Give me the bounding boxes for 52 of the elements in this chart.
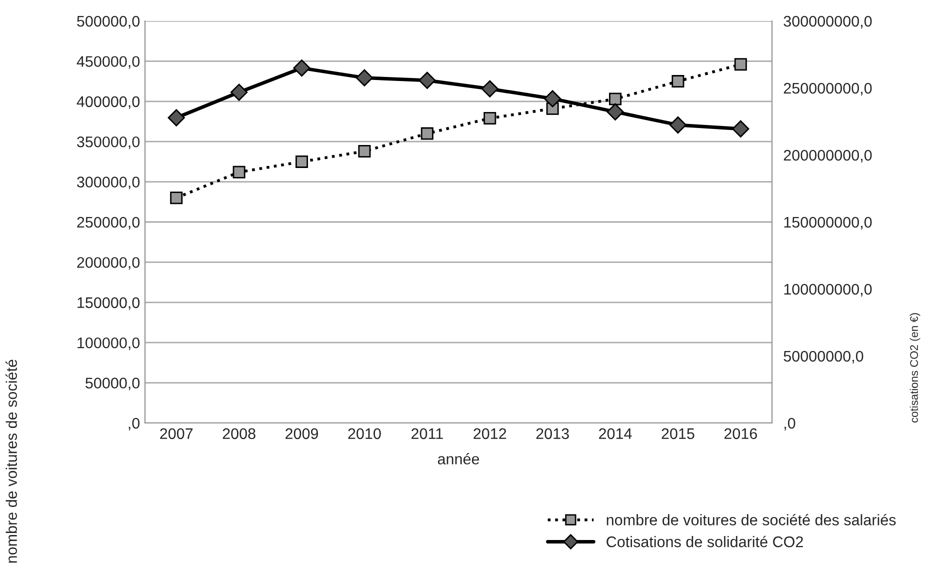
legend-label: nombre de voitures de société des salariés bbox=[606, 514, 896, 526]
point bbox=[609, 92, 622, 106]
point bbox=[669, 116, 686, 134]
y2-tick-label: 100000000,0 bbox=[784, 284, 872, 296]
x-tick-label: 2007 bbox=[160, 428, 193, 440]
x-tick-label: 2010 bbox=[348, 428, 381, 440]
y-tick-label: 200000,0 bbox=[77, 257, 140, 270]
y2-tick-label: 200000000,0 bbox=[784, 150, 872, 162]
point bbox=[296, 155, 308, 168]
x-tick-label: 2008 bbox=[222, 428, 256, 440]
y-tick-label: 100000,0 bbox=[78, 337, 140, 350]
y-tick-label: 150000,0 bbox=[78, 297, 140, 310]
x-tick-label: 2015 bbox=[662, 428, 694, 440]
point bbox=[484, 112, 496, 125]
point bbox=[734, 58, 747, 71]
y2-tick-label: 300000000,0 bbox=[784, 16, 872, 28]
y2-axis-title: cotisations CO2 (en €) bbox=[910, 313, 920, 423]
point bbox=[481, 80, 498, 98]
x-tick-label: 2014 bbox=[599, 428, 632, 440]
point bbox=[293, 59, 310, 77]
x-tick-label: 2013 bbox=[536, 428, 569, 440]
y-tick-label: 400000,0 bbox=[76, 96, 140, 109]
point bbox=[168, 109, 185, 126]
point bbox=[232, 166, 246, 178]
x-tick-label: 2016 bbox=[724, 428, 757, 440]
y2-tick-label: 150000000,0 bbox=[784, 216, 872, 230]
y-axis-title: nombre de voitures de société bbox=[6, 360, 17, 563]
point bbox=[544, 90, 562, 108]
y-tick-label: 450000,0 bbox=[76, 56, 140, 69]
y2-tick-label: ,0 bbox=[784, 418, 796, 430]
y-tick-label: ,0 bbox=[128, 418, 140, 430]
point bbox=[732, 120, 750, 138]
y-tick-label: 50000,0 bbox=[86, 378, 140, 390]
x-tick-label: 2012 bbox=[474, 428, 506, 440]
y-tick-label: 350000,0 bbox=[77, 136, 140, 150]
point bbox=[170, 192, 183, 204]
y-tick-label: 250000,0 bbox=[77, 216, 140, 230]
point bbox=[356, 69, 373, 86]
point bbox=[358, 145, 371, 158]
point bbox=[230, 84, 248, 101]
legend-label: Cotisations de solidarité CO2 bbox=[606, 536, 803, 548]
point bbox=[606, 103, 624, 120]
y2-tick-label: 250000000,0 bbox=[784, 82, 872, 96]
x-axis-title: année bbox=[438, 453, 480, 464]
point bbox=[420, 127, 434, 140]
y2-tick-label: 50000000,0 bbox=[784, 350, 864, 364]
x-tick-label: 2009 bbox=[286, 428, 318, 440]
y-tick-label: 300000,0 bbox=[77, 176, 140, 190]
y-tick-label: 500000,0 bbox=[77, 16, 140, 28]
x-tick-label: 2011 bbox=[411, 428, 443, 440]
point bbox=[672, 75, 684, 88]
point bbox=[418, 72, 436, 89]
